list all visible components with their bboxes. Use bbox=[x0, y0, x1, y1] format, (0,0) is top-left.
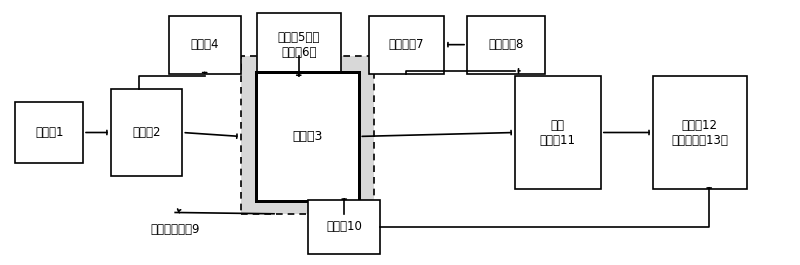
Bar bbox=[308, 200, 380, 254]
Bar bbox=[256, 72, 359, 201]
Text: 制冷负载7: 制冷负载7 bbox=[389, 38, 424, 51]
Text: 制冷机3: 制冷机3 bbox=[292, 130, 322, 143]
Text: 主电源1: 主电源1 bbox=[35, 126, 63, 139]
Text: 电控箱2: 电控箱2 bbox=[132, 126, 161, 139]
Text: 计算机12
（采集软件13）: 计算机12 （采集软件13） bbox=[671, 118, 728, 147]
Bar bbox=[369, 16, 444, 73]
Bar bbox=[15, 102, 83, 163]
Text: 真空泵5（含
电磁阀6）: 真空泵5（含 电磁阀6） bbox=[278, 31, 320, 59]
Bar bbox=[653, 76, 746, 189]
Text: 加热电源8: 加热电源8 bbox=[488, 38, 524, 51]
Bar bbox=[467, 16, 545, 73]
Text: 功率计10: 功率计10 bbox=[326, 220, 362, 233]
Bar bbox=[169, 16, 241, 73]
Bar bbox=[515, 76, 601, 189]
Bar bbox=[257, 13, 341, 76]
Bar bbox=[110, 89, 182, 176]
Text: 数据
采集仪11: 数据 采集仪11 bbox=[540, 118, 576, 147]
Text: 高低温试验箱9: 高低温试验箱9 bbox=[150, 223, 200, 236]
Bar bbox=[241, 56, 374, 214]
Text: 示波器4: 示波器4 bbox=[190, 38, 219, 51]
